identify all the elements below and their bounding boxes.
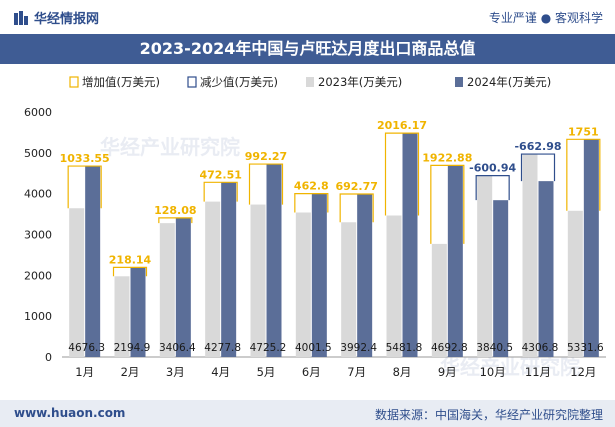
value-label-2024: 2194.9: [114, 342, 151, 354]
y-tick-label: 1000: [24, 310, 52, 323]
x-tick-label: 3月: [166, 365, 185, 379]
brand-name: 华经情报网: [34, 12, 100, 27]
watermark-text: 华经产业研究院: [440, 355, 580, 379]
bar-2023: [341, 222, 357, 357]
diff-bracket: [112, 266, 148, 277]
diff-label: 128.08: [154, 204, 196, 217]
diff-label: 1033.55: [60, 152, 110, 165]
x-tick-label: 10月: [480, 365, 506, 379]
bar-2024: [221, 182, 237, 357]
value-label-2024: 4692.8: [431, 342, 468, 354]
value-label-2024: 3406.4: [159, 342, 196, 354]
top-bar: 华经情报网 专业严谨 ● 客观科学: [0, 0, 615, 34]
bar-2024: [493, 200, 509, 357]
footer-source: 数据来源：中国海关，华经产业研究院整理: [374, 408, 603, 422]
bar-2023: [250, 204, 266, 357]
bar-2024: [447, 165, 463, 357]
bar-2024: [538, 181, 554, 357]
legend-label: 减少值(万美元): [200, 75, 278, 89]
legend-label: 2023年(万美元): [318, 75, 402, 89]
value-label-2024: 4306.8: [522, 342, 559, 354]
value-label-2024: 4001.5: [295, 342, 332, 354]
y-tick-label: 5000: [24, 147, 52, 160]
diff-bracket: [339, 193, 374, 223]
diff-label: 462.8: [294, 180, 329, 193]
legend-swatch: [187, 76, 197, 88]
diff-label: 992.27: [245, 150, 287, 163]
bar-2023: [295, 212, 311, 357]
y-tick-label: 3000: [24, 229, 52, 242]
diff-bracket: [475, 175, 510, 201]
legend-label: 2024年(万美元): [467, 75, 551, 89]
value-label-2024: 4277.8: [204, 342, 241, 354]
legend-swatch: [306, 77, 314, 87]
diff-label: 218.14: [109, 253, 152, 266]
y-tick-label: 0: [45, 351, 52, 364]
bar-2023: [114, 276, 130, 357]
diff-bracket: [67, 165, 102, 209]
diff-bracket: [248, 163, 284, 205]
x-tick-label: 11月: [525, 365, 551, 379]
footer-website: www.huaon.com: [14, 406, 126, 420]
bar-2024: [266, 164, 282, 357]
bar-2023: [477, 175, 493, 357]
legend-swatch: [455, 77, 463, 87]
value-label-2024: 3840.5: [476, 342, 513, 354]
x-tick-label: 4月: [211, 365, 230, 379]
bar-2024: [357, 193, 373, 357]
diff-label: 2016.17: [377, 119, 427, 132]
diff-label: -662.98: [514, 140, 561, 153]
bar-2023: [567, 210, 583, 357]
diff-label: 692.77: [335, 180, 377, 193]
value-label-2024: 5481.8: [386, 342, 423, 354]
chart-title: 2023-2024年中国与卢旺达月度出口商品总值: [0, 34, 615, 64]
tagline: 专业严谨 ● 客观科学: [488, 11, 603, 25]
legend-swatch: [69, 76, 79, 88]
watermark-text: 华经产业研究院: [100, 135, 240, 159]
bar-2023: [386, 215, 402, 357]
legend-label: 增加值(万美元): [82, 75, 160, 89]
diff-bracket: [566, 138, 601, 211]
diff-bracket: [520, 153, 556, 182]
diff-bracket: [203, 181, 238, 202]
diff-bracket: [294, 193, 329, 213]
bar-2024: [402, 133, 418, 357]
bar-2023: [205, 201, 221, 357]
diff-bracket: [158, 217, 193, 224]
bar-2024: [311, 193, 327, 357]
y-tick-label: 2000: [24, 269, 52, 282]
x-tick-label: 7月: [347, 365, 366, 379]
bar-2024: [583, 139, 599, 357]
bar-2023: [431, 243, 447, 357]
y-tick-label: 6000: [24, 106, 52, 119]
bar-2024: [130, 267, 146, 357]
diff-bracket: [430, 164, 465, 244]
diff-label: 1751: [568, 125, 599, 138]
bar-2023: [522, 154, 538, 357]
x-tick-label: 5月: [257, 365, 276, 379]
bar-2024: [85, 166, 101, 357]
bar-2024: [175, 217, 191, 357]
x-tick-label: 12月: [570, 365, 596, 379]
y-tick-label: 4000: [24, 188, 52, 201]
bar-2023: [159, 223, 175, 357]
value-label-2024: 5331.6: [567, 342, 604, 354]
x-tick-label: 9月: [438, 365, 457, 379]
value-label-2024: 3992.4: [340, 342, 377, 354]
diff-bracket: [384, 132, 420, 216]
diff-label: -600.94: [469, 162, 516, 175]
x-tick-label: 2月: [121, 365, 140, 379]
value-label-2024: 4725.2: [250, 342, 287, 354]
diff-label: 1922.88: [422, 151, 472, 164]
x-tick-label: 6月: [302, 365, 321, 379]
x-tick-label: 1月: [75, 365, 94, 379]
value-label-2024: 4676.3: [68, 342, 105, 354]
x-tick-label: 8月: [393, 365, 412, 379]
diff-label: 472.51: [199, 168, 241, 181]
bar-2023: [69, 208, 85, 357]
footer: www.huaon.com 数据来源：中国海关，华经产业研究院整理: [0, 400, 615, 427]
brand-logo-icon: [14, 11, 28, 25]
brand: 华经情报网: [14, 8, 99, 27]
